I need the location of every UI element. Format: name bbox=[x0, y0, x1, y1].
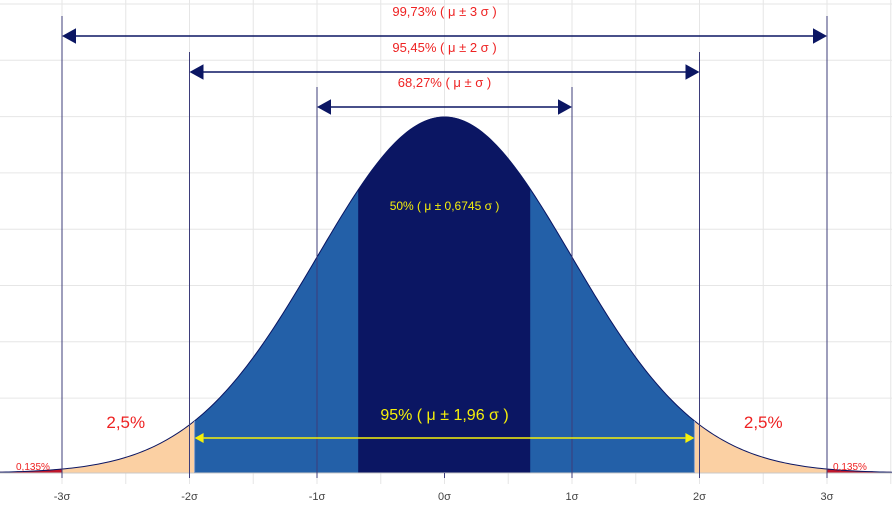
density-curve bbox=[0, 116, 892, 473]
interval-arrows bbox=[62, 28, 827, 443]
arrow-head bbox=[62, 28, 76, 44]
sigma-lines bbox=[61, 16, 828, 477]
arrow-head bbox=[558, 99, 572, 115]
annotation-extreme-right: 0,135% bbox=[833, 462, 867, 473]
x-tick-label: 0σ bbox=[438, 491, 451, 503]
x-tick-label: -2σ bbox=[181, 491, 198, 503]
arrow-head bbox=[685, 64, 700, 80]
annotations: 99,73% ( μ ± 3 σ ) 95,45% ( μ ± 2 σ ) 68,2… bbox=[16, 4, 867, 473]
annotation-tail-right: 2,5% bbox=[744, 413, 783, 432]
interval-label: 95,45% ( μ ± 2 σ ) bbox=[392, 40, 496, 55]
x-tick-label: 3σ bbox=[821, 491, 834, 503]
interval-label: 95% ( μ ± 1,96 σ ) bbox=[380, 407, 508, 424]
density-areas bbox=[0, 116, 892, 474]
x-tick-label: 1σ bbox=[566, 491, 579, 503]
annotation-extreme-left: 0,135% bbox=[16, 462, 50, 473]
density-region bbox=[530, 188, 695, 474]
interval-label: 68,27% ( μ ± σ ) bbox=[398, 75, 491, 90]
annotation-tail-left: 2,5% bbox=[106, 413, 145, 432]
arrow-head bbox=[813, 28, 827, 44]
interval-label: 99,73% ( μ ± 3 σ ) bbox=[392, 4, 496, 19]
x-tick-label: -1σ bbox=[309, 491, 326, 503]
arrow-head bbox=[189, 64, 204, 80]
density-region bbox=[194, 188, 359, 474]
arrow-head bbox=[317, 99, 331, 115]
x-tick-label: 2σ bbox=[693, 491, 706, 503]
annotation-center: 50% ( μ ± 0,6745 σ ) bbox=[390, 199, 500, 213]
arrow-head bbox=[685, 433, 695, 443]
x-axis: -3σ -2σ -1σ 0σ 1σ 2σ 3σ bbox=[54, 473, 834, 503]
x-tick-label: -3σ bbox=[54, 491, 71, 503]
arrow-head bbox=[194, 433, 204, 443]
